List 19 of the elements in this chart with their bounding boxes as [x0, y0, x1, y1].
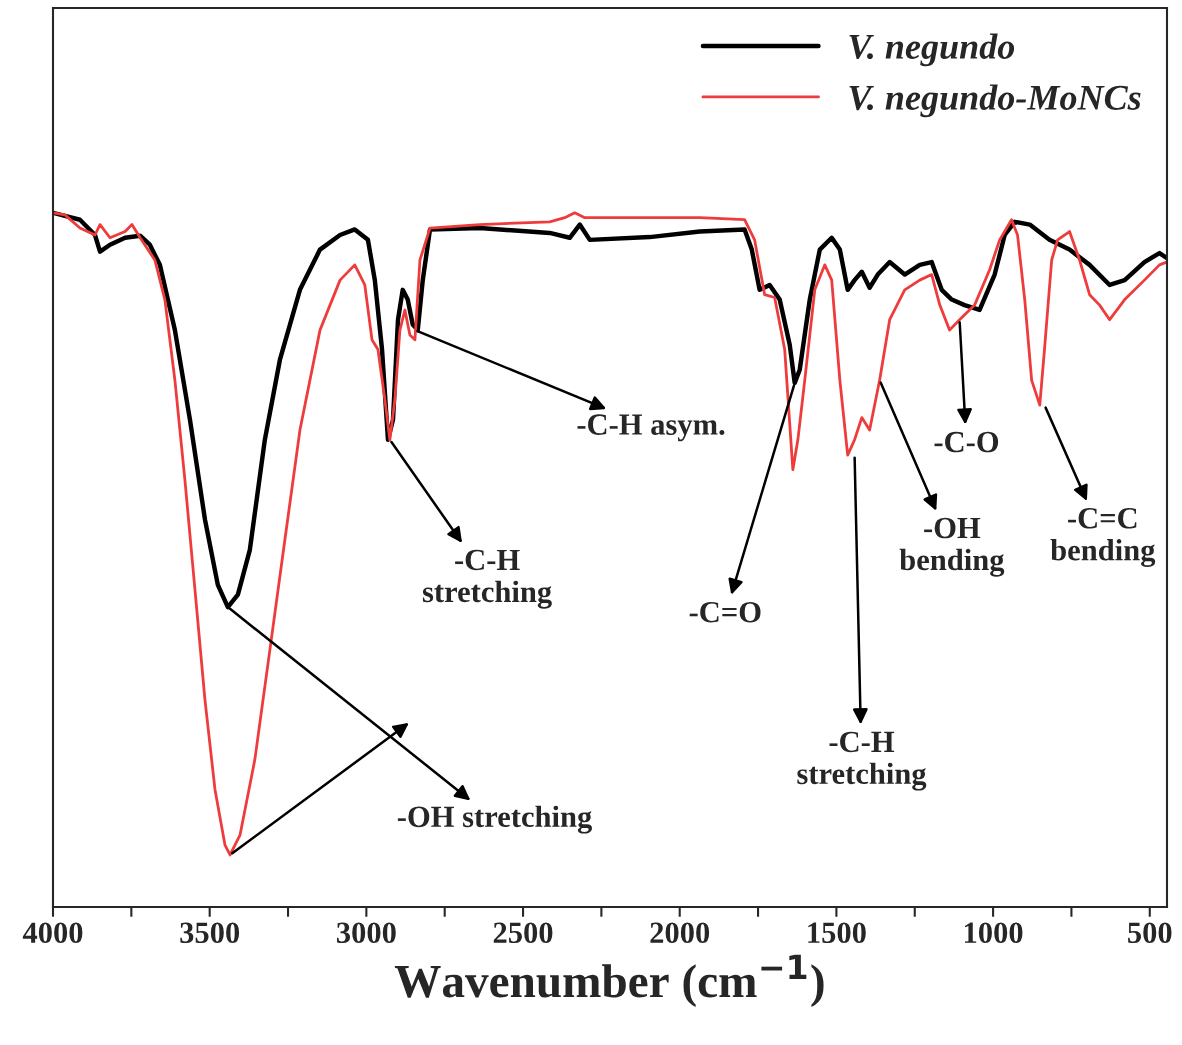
x-tick-label: 3000 [336, 922, 396, 944]
x-tick-label: 1500 [808, 922, 866, 944]
legend-label: V. negundo [849, 33, 1015, 67]
annotation: -C-H asym. [577, 414, 725, 442]
annotation: -C-O [934, 431, 999, 453]
x-tick-label: 500 [1128, 922, 1172, 944]
annotation: -C-H stretching [797, 731, 927, 791]
annotation: -C=O [689, 601, 761, 623]
x-axis-title: Wavenumber (cm$^{−1}$) [394, 954, 824, 1008]
x-tick-label: 4000 [22, 922, 83, 944]
annotation: -OH stretching [397, 805, 592, 834]
x-tick-label: 1000 [964, 922, 1023, 944]
x-tick-label: 3500 [180, 922, 240, 944]
annotation: -C-H stretching [422, 549, 552, 609]
x-tick-label: 2000 [650, 922, 710, 944]
x-tick-label: 2500 [493, 922, 553, 944]
annotation: -C=C bending [1050, 508, 1156, 567]
annotation: -OH bending [899, 517, 1005, 577]
legend-label: V. negundo-MoNCs [849, 84, 1141, 118]
